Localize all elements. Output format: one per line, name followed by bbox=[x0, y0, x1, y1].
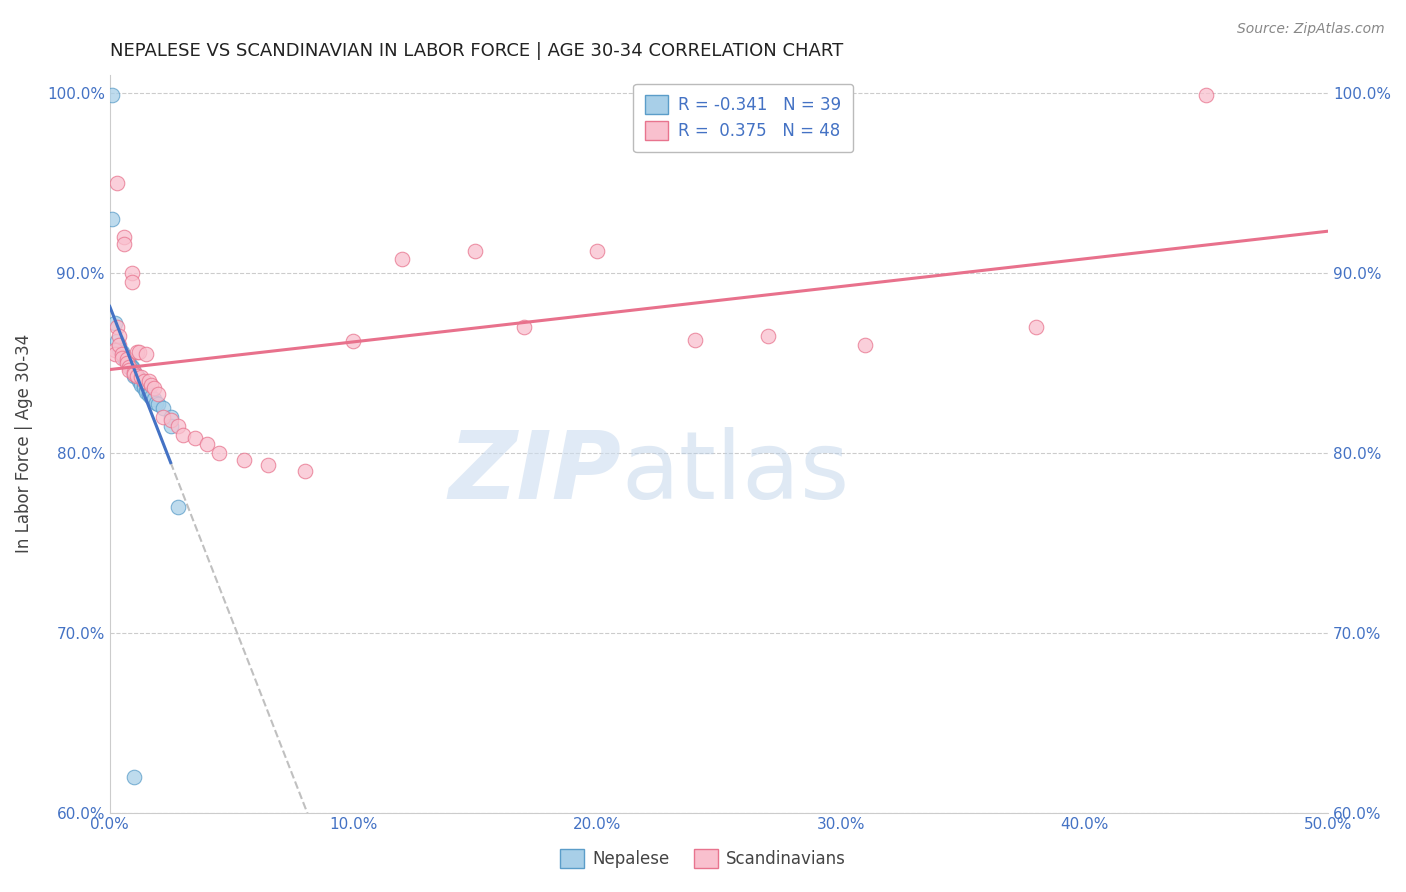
Point bbox=[148, 386, 170, 401]
Point bbox=[342, 334, 364, 349]
Point bbox=[118, 359, 141, 374]
Point bbox=[125, 370, 148, 384]
Point bbox=[131, 370, 153, 384]
Point bbox=[464, 244, 486, 259]
Point bbox=[148, 397, 170, 411]
Point bbox=[121, 266, 143, 280]
Point bbox=[125, 368, 148, 383]
Point bbox=[131, 376, 153, 390]
Legend: Nepalese, Scandinavians: Nepalese, Scandinavians bbox=[554, 842, 852, 875]
Point bbox=[145, 395, 167, 409]
Point bbox=[108, 329, 131, 343]
Legend: R = -0.341   N = 39, R =  0.375   N = 48: R = -0.341 N = 39, R = 0.375 N = 48 bbox=[634, 84, 853, 152]
Point bbox=[208, 446, 231, 460]
Point bbox=[132, 374, 155, 388]
Text: NEPALESE VS SCANDINAVIAN IN LABOR FORCE | AGE 30-34 CORRELATION CHART: NEPALESE VS SCANDINAVIAN IN LABOR FORCE … bbox=[110, 42, 844, 60]
Point bbox=[115, 352, 138, 367]
Text: atlas: atlas bbox=[621, 427, 849, 519]
Point bbox=[128, 374, 150, 388]
Point bbox=[135, 383, 157, 397]
Point bbox=[141, 377, 163, 392]
Point bbox=[122, 770, 145, 784]
Point bbox=[118, 358, 141, 372]
Point bbox=[683, 333, 706, 347]
Point bbox=[132, 379, 155, 393]
Point bbox=[138, 388, 160, 402]
Point bbox=[104, 317, 127, 331]
Point bbox=[118, 356, 141, 370]
Text: ZIP: ZIP bbox=[449, 427, 621, 519]
Point bbox=[756, 329, 779, 343]
Point bbox=[108, 338, 131, 352]
Point bbox=[115, 352, 138, 367]
Point bbox=[232, 453, 254, 467]
Point bbox=[125, 345, 148, 359]
Point bbox=[141, 390, 163, 404]
Point bbox=[135, 347, 157, 361]
Point bbox=[138, 374, 160, 388]
Point bbox=[115, 354, 138, 368]
Point bbox=[105, 176, 128, 190]
Point bbox=[167, 500, 190, 514]
Point bbox=[112, 230, 135, 244]
Point bbox=[122, 365, 145, 379]
Text: Source: ZipAtlas.com: Source: ZipAtlas.com bbox=[1237, 22, 1385, 37]
Point bbox=[122, 367, 145, 381]
Point bbox=[152, 409, 174, 424]
Point bbox=[257, 458, 280, 473]
Point bbox=[111, 351, 134, 365]
Point bbox=[159, 413, 181, 427]
Point bbox=[513, 320, 536, 334]
Point bbox=[105, 320, 128, 334]
Point bbox=[142, 392, 165, 406]
Point bbox=[586, 244, 609, 259]
Point bbox=[112, 349, 135, 363]
Point bbox=[122, 368, 145, 383]
Point bbox=[111, 347, 134, 361]
Point bbox=[1195, 87, 1218, 102]
Point bbox=[112, 351, 135, 365]
Point bbox=[121, 275, 143, 289]
Point bbox=[118, 363, 141, 377]
Point bbox=[135, 384, 157, 399]
Point bbox=[152, 401, 174, 415]
Point bbox=[125, 368, 148, 383]
Point bbox=[184, 432, 207, 446]
Point bbox=[121, 363, 143, 377]
Point bbox=[142, 381, 165, 395]
Point bbox=[108, 342, 131, 356]
Point bbox=[167, 418, 190, 433]
Y-axis label: In Labor Force | Age 30-34: In Labor Force | Age 30-34 bbox=[15, 334, 32, 554]
Point bbox=[105, 334, 128, 349]
Point bbox=[115, 356, 138, 370]
Point bbox=[853, 338, 876, 352]
Point bbox=[121, 361, 143, 376]
Point bbox=[138, 386, 160, 401]
Point bbox=[101, 212, 124, 227]
Point bbox=[128, 372, 150, 386]
Point bbox=[1025, 320, 1047, 334]
Point bbox=[391, 252, 413, 266]
Point bbox=[128, 345, 150, 359]
Point bbox=[195, 437, 218, 451]
Point bbox=[101, 87, 124, 102]
Point bbox=[132, 381, 155, 395]
Point bbox=[159, 418, 181, 433]
Point bbox=[104, 347, 127, 361]
Point bbox=[122, 367, 145, 381]
Point bbox=[131, 377, 153, 392]
Point bbox=[294, 464, 316, 478]
Point bbox=[172, 428, 194, 442]
Point bbox=[122, 365, 145, 379]
Point bbox=[112, 237, 135, 252]
Point bbox=[104, 343, 127, 358]
Point bbox=[111, 345, 134, 359]
Point bbox=[121, 359, 143, 374]
Point bbox=[159, 409, 181, 424]
